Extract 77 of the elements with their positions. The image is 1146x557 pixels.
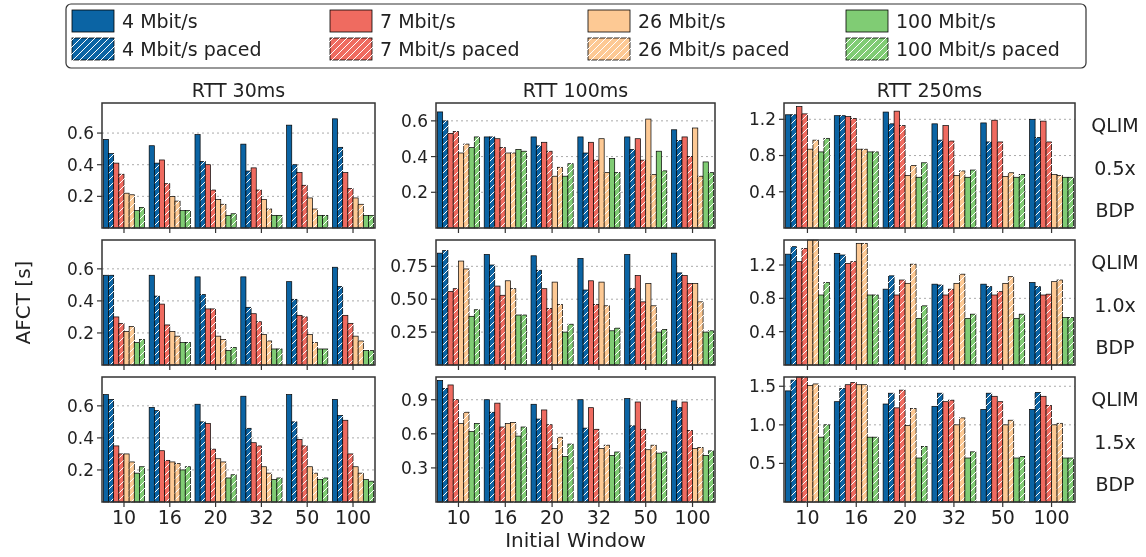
legend-label: 7 Mbit/s [380, 9, 456, 32]
x-tick-label: 32 [941, 506, 967, 528]
bar [530, 136, 537, 229]
text: 0.5x [1094, 156, 1136, 179]
bar [624, 398, 631, 503]
bar [530, 403, 537, 503]
bar [577, 258, 584, 366]
x-tick-label: 16 [157, 506, 182, 528]
y-tick-label: 1.0 [748, 414, 776, 435]
y-tick-label: 0.25 [390, 322, 428, 343]
y-tick-label: 0.6 [66, 123, 94, 144]
x-tick-label: 10 [111, 506, 137, 528]
legend-label: 26 Mbit/s paced [638, 37, 790, 60]
y-tick-label: 0.75 [390, 256, 428, 277]
y-tick-label: 0.6 [400, 423, 428, 444]
chart-title: RTT 100ms [522, 79, 629, 101]
legend-label: 4 Mbit/s [122, 9, 198, 32]
bar [980, 122, 987, 229]
text: QLIM [1091, 251, 1139, 274]
y-tick-label: 0.4 [66, 290, 94, 311]
x-tick-label: 20 [540, 506, 565, 528]
legend-label: 4 Mbit/s paced [122, 37, 262, 60]
legend-label: 26 Mbit/s [638, 9, 726, 32]
y-tick-label: 0.6 [66, 395, 94, 416]
y-tick-label: 0.4 [66, 154, 94, 175]
y-tick-label: 0.5 [748, 453, 776, 474]
y-tick-label: 0.6 [66, 258, 94, 279]
x-tick-label: 32 [586, 506, 611, 528]
y-tick-label: 0.50 [390, 289, 428, 310]
y-tick-label: 1.5 [748, 376, 776, 397]
text: QLIM [1091, 388, 1139, 411]
x-tick-label: 10 [446, 506, 471, 528]
y-tick-label: 0.4 [748, 181, 776, 202]
x-tick-label: 50 [990, 506, 1015, 528]
bar [624, 254, 631, 366]
bar [931, 123, 938, 229]
y-tick-label: 0.2 [66, 459, 94, 480]
bar [240, 143, 247, 229]
y-tick-label: 0.6 [400, 110, 428, 131]
x-tick-label: 50 [295, 506, 320, 528]
bar [882, 111, 889, 229]
y-tick-label: 0.8 [748, 145, 776, 166]
x-tick-label: 100 [334, 506, 372, 528]
y-tick-label: 0.4 [400, 146, 428, 167]
text: BDP [1095, 473, 1135, 496]
legend-label: 100 Mbit/s [896, 9, 996, 32]
x-tick-label: 32 [249, 506, 274, 528]
legend-label: 100 Mbit/s paced [896, 37, 1060, 60]
y-tick-label: 0.2 [400, 182, 428, 203]
y-tick-label: 0.4 [748, 321, 776, 342]
x-tick-label: 16 [493, 506, 518, 528]
bar [577, 399, 584, 503]
text: 1.5x [1094, 430, 1136, 453]
x-tick-label: 50 [633, 506, 658, 528]
text: BDP [1095, 336, 1135, 359]
y-tick-label: 0.9 [400, 389, 428, 410]
x-tick-label: 100 [1033, 506, 1070, 528]
text: BDP [1095, 199, 1135, 222]
x-tick-label: 16 [844, 506, 869, 528]
chart-title: RTT 250ms [876, 79, 983, 101]
legend-label: 7 Mbit/s paced [380, 37, 520, 60]
text: QLIM [1091, 114, 1139, 137]
text: 1.0x [1094, 293, 1136, 316]
y-tick-label: 0.2 [66, 186, 94, 207]
chart-title: RTT 30ms [191, 79, 286, 101]
x-tick-label: 10 [795, 506, 820, 528]
y-axis-title: AFCT [s] [11, 260, 35, 345]
x-tick-label: 20 [203, 506, 228, 528]
y-tick-label: 0.3 [400, 457, 428, 478]
y-tick-label: 0.8 [748, 288, 776, 309]
y-tick-label: 0.4 [66, 427, 94, 448]
x-tick-label: 100 [674, 506, 711, 528]
x-axis-title: Initial Window [505, 528, 646, 552]
y-tick-label: 0.2 [66, 322, 94, 343]
y-tick-label: 1.2 [748, 254, 776, 275]
y-tick-label: 1.2 [748, 109, 776, 130]
x-tick-label: 20 [892, 506, 918, 528]
